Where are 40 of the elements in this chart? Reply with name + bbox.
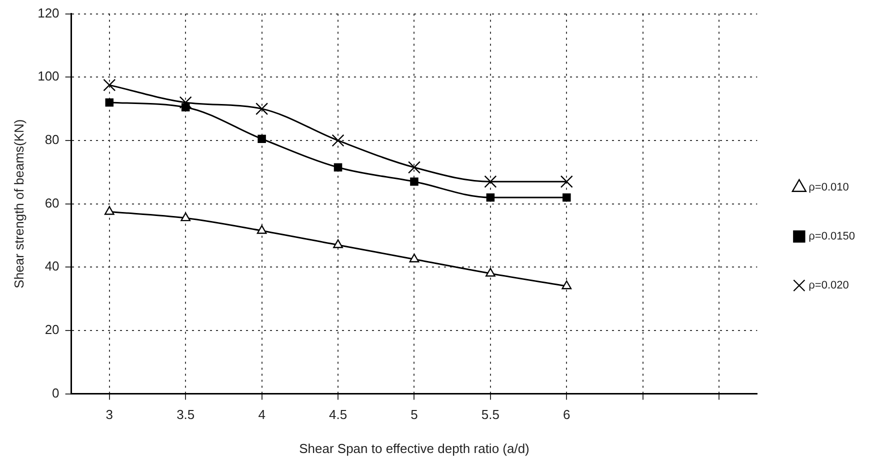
y-tick-label: 0 [52,385,60,400]
x-tick-label: 5.5 [481,407,500,422]
point [256,225,267,234]
x-tick-label: 4 [258,407,266,422]
point [486,193,495,202]
point [562,280,572,290]
y-tick-label: 120 [38,5,60,20]
point [258,134,266,144]
x-tick-label: 6 [563,407,570,422]
point [409,254,420,262]
point [103,78,116,92]
y-tick-label: 60 [44,195,60,210]
y-tick-label: 80 [44,132,60,148]
x-tick-label: 4.5 [328,407,348,422]
x-tick-label: 3.5 [176,407,195,422]
y-tick-label: 20 [44,322,60,338]
point [334,163,342,172]
x-tick-label: 5 [410,407,418,422]
point [410,178,418,186]
y-tick-label: 100 [38,68,60,84]
y-tick-label: 40 [44,258,60,274]
point [560,175,573,188]
point [486,268,496,277]
point [256,102,268,116]
point [332,134,344,147]
legend-label: ρ=0.020 [808,280,849,292]
point [562,193,571,202]
point [180,212,191,222]
legend-label: ρ=0.010 [808,182,849,194]
legend-label: ρ=0.0150 [808,230,855,243]
point [333,239,343,248]
point [484,175,497,188]
x-axis-title: Shear Span to effective depth ratio (a/d) [299,440,530,456]
point [179,96,192,109]
point [181,103,190,112]
x-tick-label: 3 [106,407,114,422]
y-axis-title: Shear strength of beams(KN) [11,119,26,288]
point [104,206,114,215]
point [408,161,420,174]
point [105,98,114,107]
